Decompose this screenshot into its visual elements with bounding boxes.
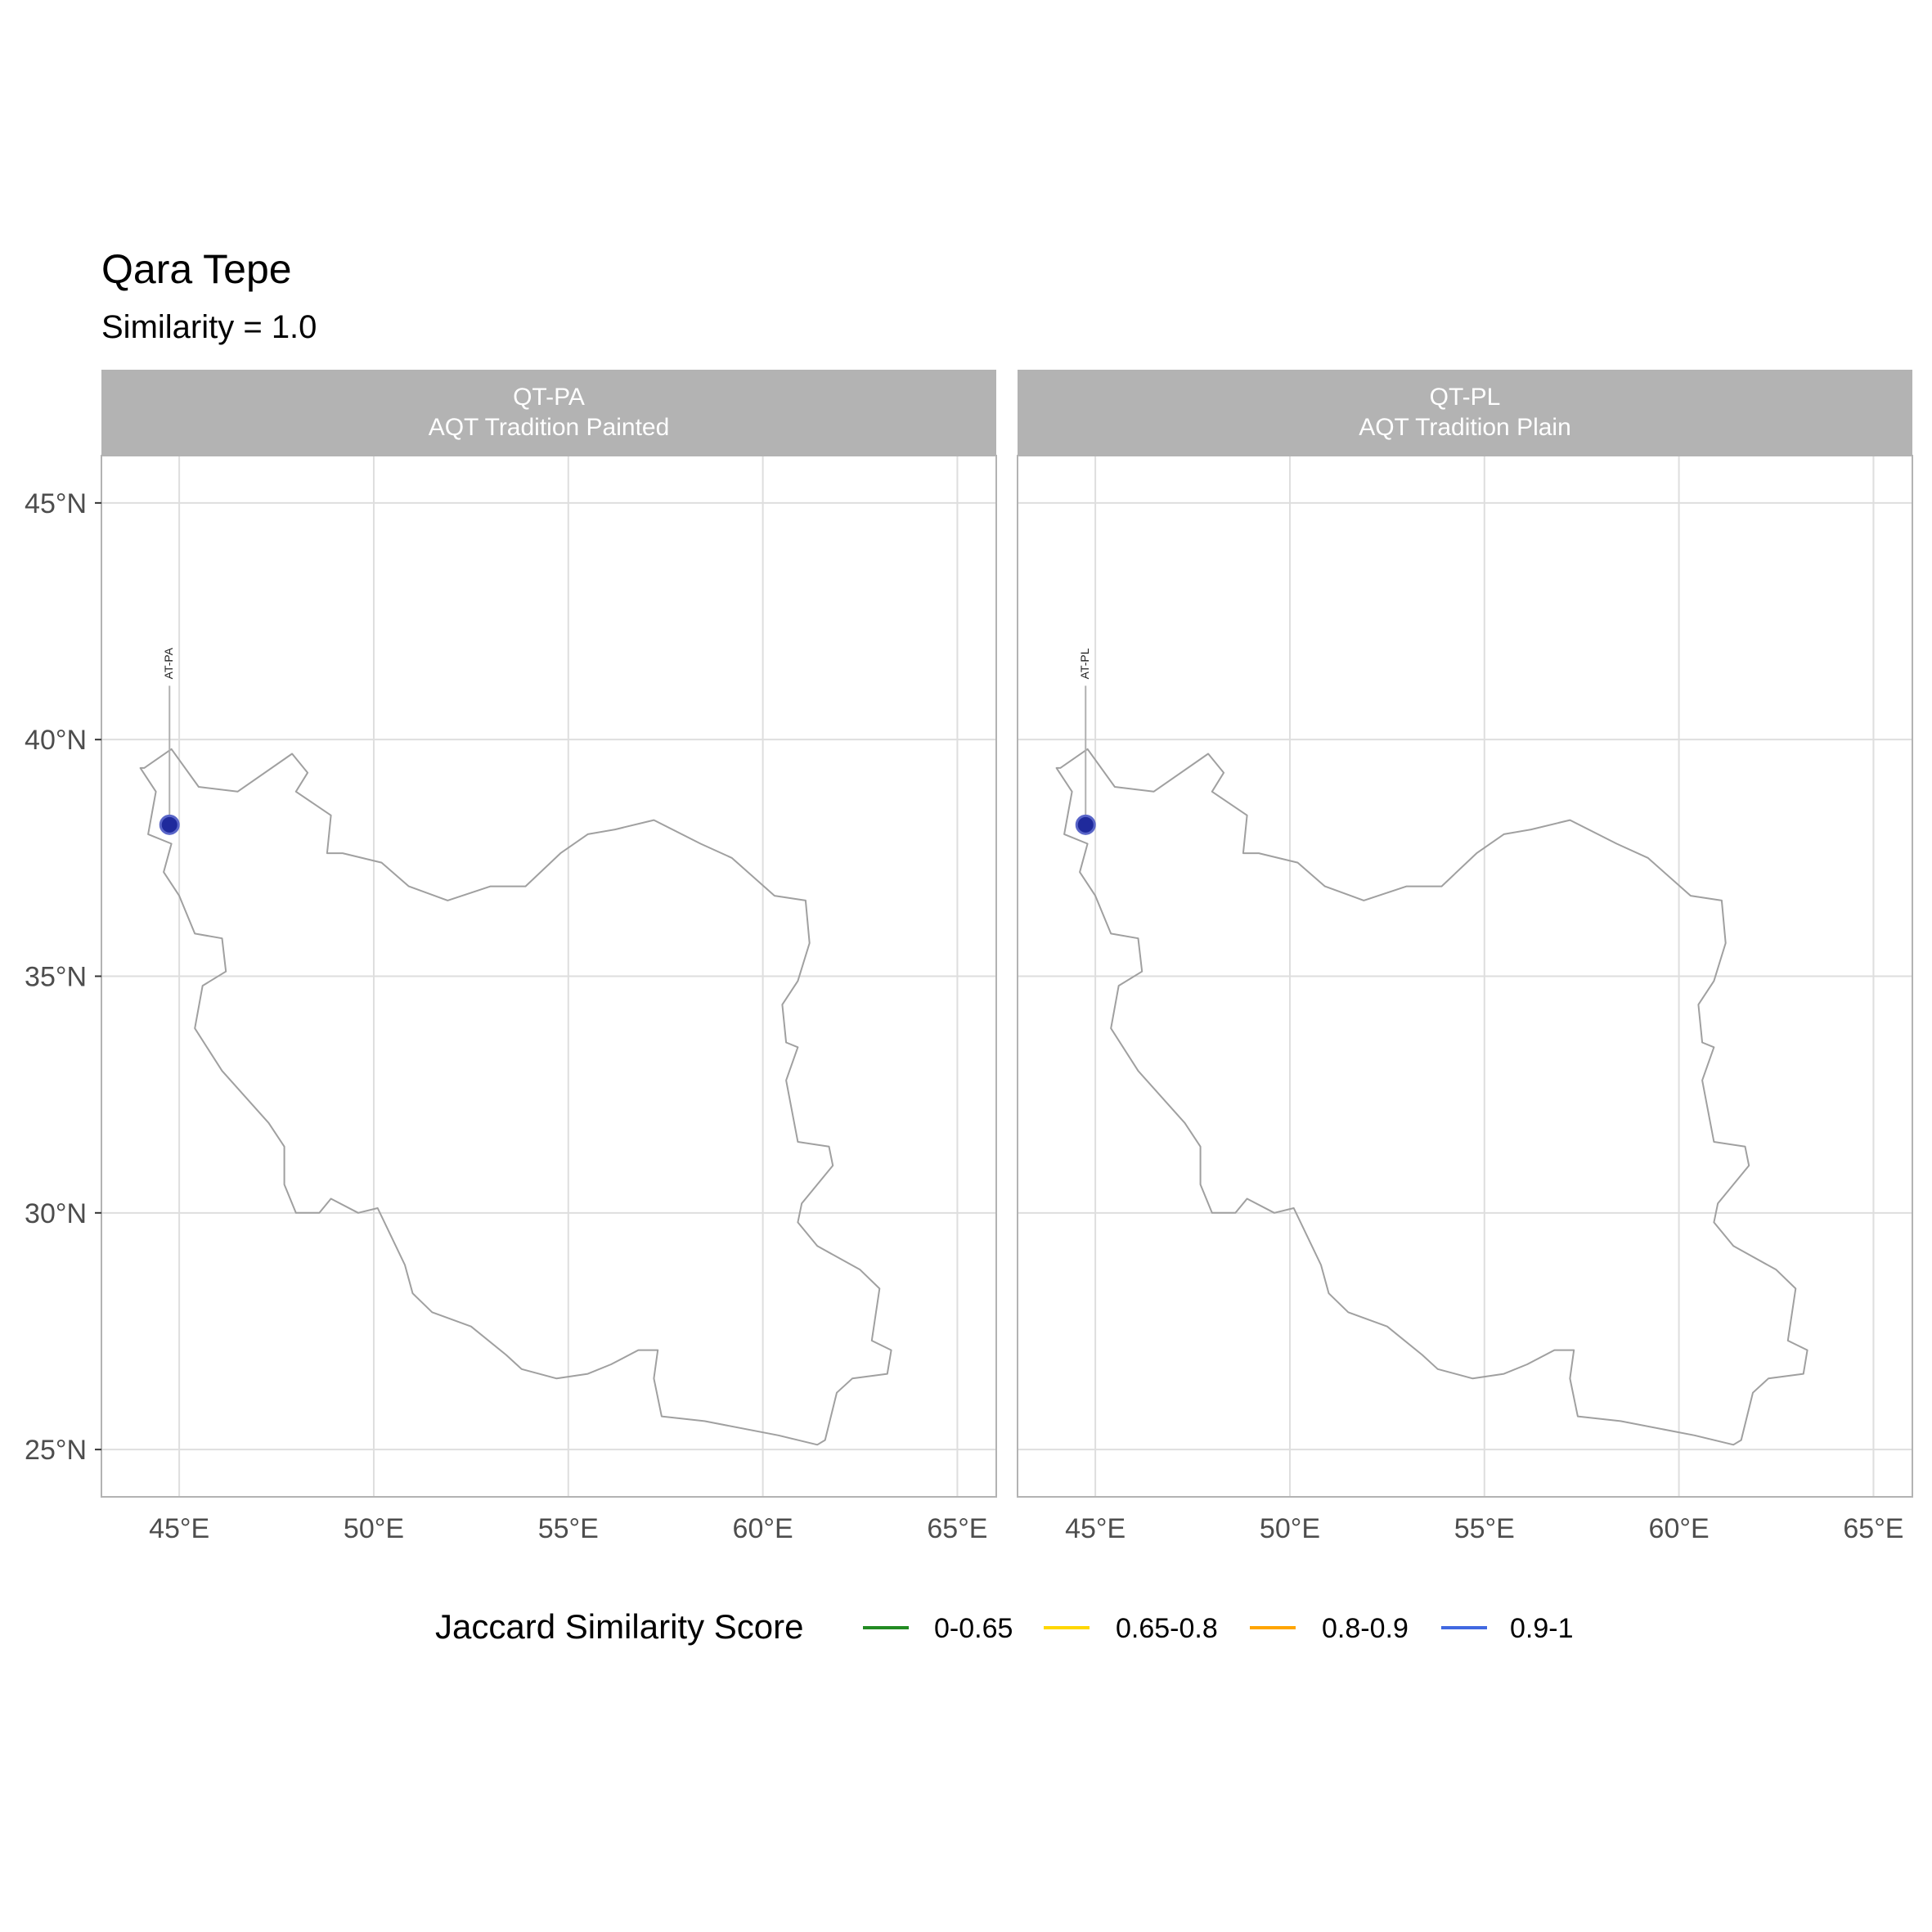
site-label: AT-PL xyxy=(1078,648,1091,679)
x-tick-label: 60°E xyxy=(1649,1513,1710,1544)
chart-title: Qara Tepe xyxy=(101,246,292,292)
y-tick-label: 30°N xyxy=(25,1198,87,1229)
strip-label-name: AQT Tradition Painted xyxy=(429,414,670,441)
y-tick-label: 45°N xyxy=(25,488,87,519)
legend-item-label: 0.8-0.9 xyxy=(1322,1613,1409,1644)
y-tick-label: 35°N xyxy=(25,962,87,993)
country-outline xyxy=(139,748,892,1446)
legend-item-label: 0-0.65 xyxy=(934,1613,1013,1644)
strip-label-code: QT-PA xyxy=(513,384,585,411)
x-tick-label: 45°E xyxy=(1065,1513,1126,1544)
legend-title: Jaccard Similarity Score xyxy=(435,1607,803,1646)
site-label: AT-PA xyxy=(162,647,175,679)
strip-label-code: QT-PL xyxy=(1430,384,1501,411)
site-point xyxy=(1075,814,1096,835)
panel-strip xyxy=(101,370,996,456)
x-tick-label: 45°E xyxy=(149,1513,209,1544)
country-outline xyxy=(1055,748,1808,1446)
x-tick-label: 50°E xyxy=(344,1513,404,1544)
x-tick-label: 55°E xyxy=(1454,1513,1515,1544)
y-tick-label: 40°N xyxy=(25,725,87,756)
panel-strip xyxy=(1018,370,1912,456)
x-tick-label: 60°E xyxy=(733,1513,793,1544)
x-tick-label: 55°E xyxy=(538,1513,599,1544)
legend-item-label: 0.9-1 xyxy=(1510,1613,1574,1644)
legend-item-label: 0.65-0.8 xyxy=(1116,1613,1218,1644)
site-point xyxy=(159,814,180,835)
chart-subtitle: Similarity = 1.0 xyxy=(101,309,317,345)
strip-label-name: AQT Tradition Plain xyxy=(1359,414,1571,441)
x-tick-label: 65°E xyxy=(927,1513,987,1544)
x-tick-label: 65°E xyxy=(1843,1513,1903,1544)
panel-border xyxy=(1017,455,1913,1498)
y-tick-label: 25°N xyxy=(25,1435,87,1466)
x-tick-label: 50°E xyxy=(1260,1513,1320,1544)
